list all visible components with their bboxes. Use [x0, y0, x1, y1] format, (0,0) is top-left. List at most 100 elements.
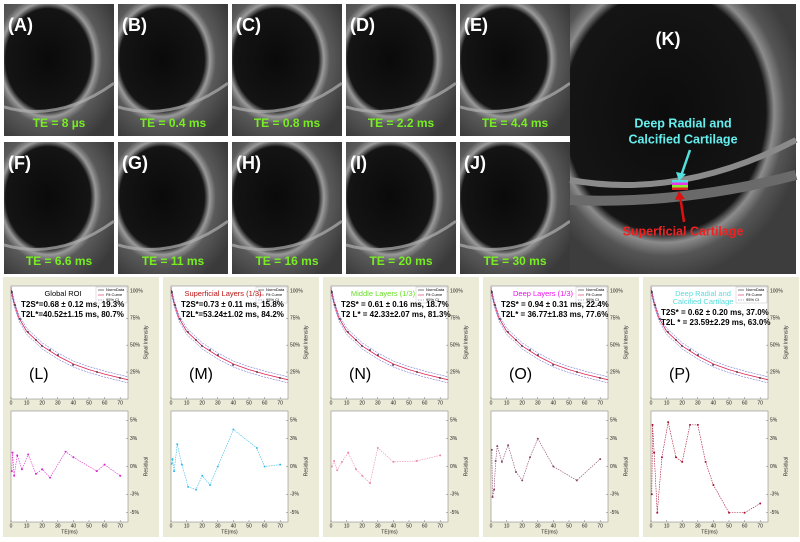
x-tick-label: 70: [117, 523, 123, 529]
x-tick-label: 50: [86, 400, 92, 406]
cartilage: [231, 219, 343, 251]
x-tick-label: 20: [519, 400, 525, 406]
axis-label: Signal Intensity: [783, 325, 789, 359]
mri-bg: [118, 142, 228, 274]
x-tick-label: 40: [71, 523, 77, 529]
residual-point: [728, 511, 730, 514]
x-tick-label: 10: [664, 523, 670, 529]
axis-label: Residual: [783, 457, 789, 476]
mri-bg: [118, 4, 228, 136]
residual-point: [170, 462, 173, 465]
x-tick-label: 30: [215, 400, 221, 406]
axis-label: Signal Intensity: [303, 325, 309, 359]
residual-point: [681, 460, 684, 463]
x-tick-label: 70: [757, 523, 763, 529]
fit-param: T2L*=53.24±1.02 ms, 84.2%: [181, 310, 284, 319]
plot-title: Calcified Cartilage: [673, 297, 734, 306]
residual-point: [494, 459, 497, 462]
residual-point: [575, 479, 578, 482]
y-tick-label: 50%: [450, 343, 461, 349]
legend: [575, 286, 608, 304]
residual-point: [656, 511, 659, 514]
x-tick-label: 60: [422, 400, 428, 406]
residual-point: [171, 458, 174, 461]
x-tick-label: 40: [711, 523, 717, 529]
x-tick-label: 10: [344, 400, 350, 406]
mri-image: (B) TE = 0.4 ms: [117, 4, 229, 136]
x-tick-label: 40: [71, 400, 77, 406]
axes: [650, 410, 769, 523]
legend: [255, 286, 288, 304]
mri-image: (F) TE = 6.6 ms: [3, 142, 115, 274]
y-tick-label: 25%: [770, 369, 781, 375]
residual-point: [173, 470, 176, 473]
te-label: TE = 8 µs: [33, 116, 86, 130]
residual-point: [439, 454, 442, 457]
x-tick-label: 30: [535, 400, 541, 406]
x-tick-label: 30: [375, 400, 381, 406]
axis-label: Residual: [623, 457, 629, 476]
plot-panel: 0 0 10 10 20 20 30 30 40 40 50 50 60 60 70 70 100% 75% 50%…: [163, 277, 319, 537]
axes: [330, 410, 449, 523]
x-tick-label: 60: [102, 523, 108, 529]
y-tick-label: 3%: [450, 436, 458, 442]
mri-bg: [346, 4, 456, 136]
plot-title: Deep Radial and: [675, 289, 731, 298]
x-tick-label: 40: [391, 523, 397, 529]
plot-title: Global ROI: [44, 289, 81, 298]
x-tick-label: 20: [39, 523, 45, 529]
residual-point: [72, 456, 75, 459]
residual-line: [491, 438, 601, 498]
mri-image: (A) TE = 8 µs: [3, 4, 115, 136]
x-tick-label: 60: [102, 400, 108, 406]
y-tick-label: 75%: [770, 316, 781, 322]
x-tick-label: 50: [726, 523, 732, 529]
axis-label: Residual: [143, 457, 149, 476]
x-tick-label: 60: [422, 523, 428, 529]
x-tick-label: 30: [55, 400, 61, 406]
residual-point: [49, 476, 51, 479]
y-tick-label: -5%: [450, 510, 459, 516]
mri-image: (G) TE = 11 ms: [117, 142, 229, 274]
residual-point: [27, 453, 30, 456]
x-tick-label: 50: [86, 523, 92, 529]
residual-point: [64, 450, 67, 453]
residual-point: [11, 451, 14, 454]
residual-point: [201, 474, 204, 477]
fit-param: T2L*=40.52±1.15 ms, 80.7%: [21, 310, 124, 319]
legend: [415, 286, 448, 304]
x-tick-label: 0: [170, 523, 173, 529]
mri-bg: [346, 142, 456, 274]
residual-point: [392, 460, 395, 463]
x-tick-label: 20: [359, 523, 365, 529]
residual-point: [263, 465, 266, 468]
residual-point: [696, 423, 699, 426]
x-tick-label: 40: [551, 400, 557, 406]
axis-label: Signal Intensity: [463, 325, 469, 359]
x-tick-label: 30: [215, 523, 221, 529]
mri-bg: [232, 4, 342, 136]
residual-point: [279, 463, 282, 466]
residual-point: [347, 451, 350, 454]
x-tick-label: 10: [24, 400, 30, 406]
y-tick-label: 3%: [610, 436, 618, 442]
y-tick-label: 100%: [770, 289, 783, 295]
residual-point: [255, 447, 258, 449]
image-label: (I): [350, 153, 367, 173]
x-tick-label: 50: [566, 523, 572, 529]
axes: [490, 285, 609, 400]
fit-param: T2S* = 0.94 ± 0.31 ms, 22.4%: [501, 300, 609, 309]
legend-label: 95% CI: [426, 297, 439, 302]
plot-panel: 0 0 10 10 20 20 30 30 40 40 50 50 60 60 70 70 100% 75% 50%…: [483, 277, 639, 537]
x-tick-label: 70: [277, 400, 283, 406]
residual-point: [95, 470, 98, 473]
y-tick-label: 25%: [130, 369, 141, 375]
legend-label: 95% CI: [106, 297, 119, 302]
y-tick-label: 100%: [290, 289, 303, 295]
x-tick-label: 70: [597, 523, 603, 529]
y-tick-label: 25%: [610, 369, 621, 375]
legend-label: NormData: [746, 287, 765, 292]
te-label: TE = 30 ms: [483, 254, 546, 268]
cartilage: [117, 81, 229, 113]
mri-bg: [4, 4, 114, 136]
